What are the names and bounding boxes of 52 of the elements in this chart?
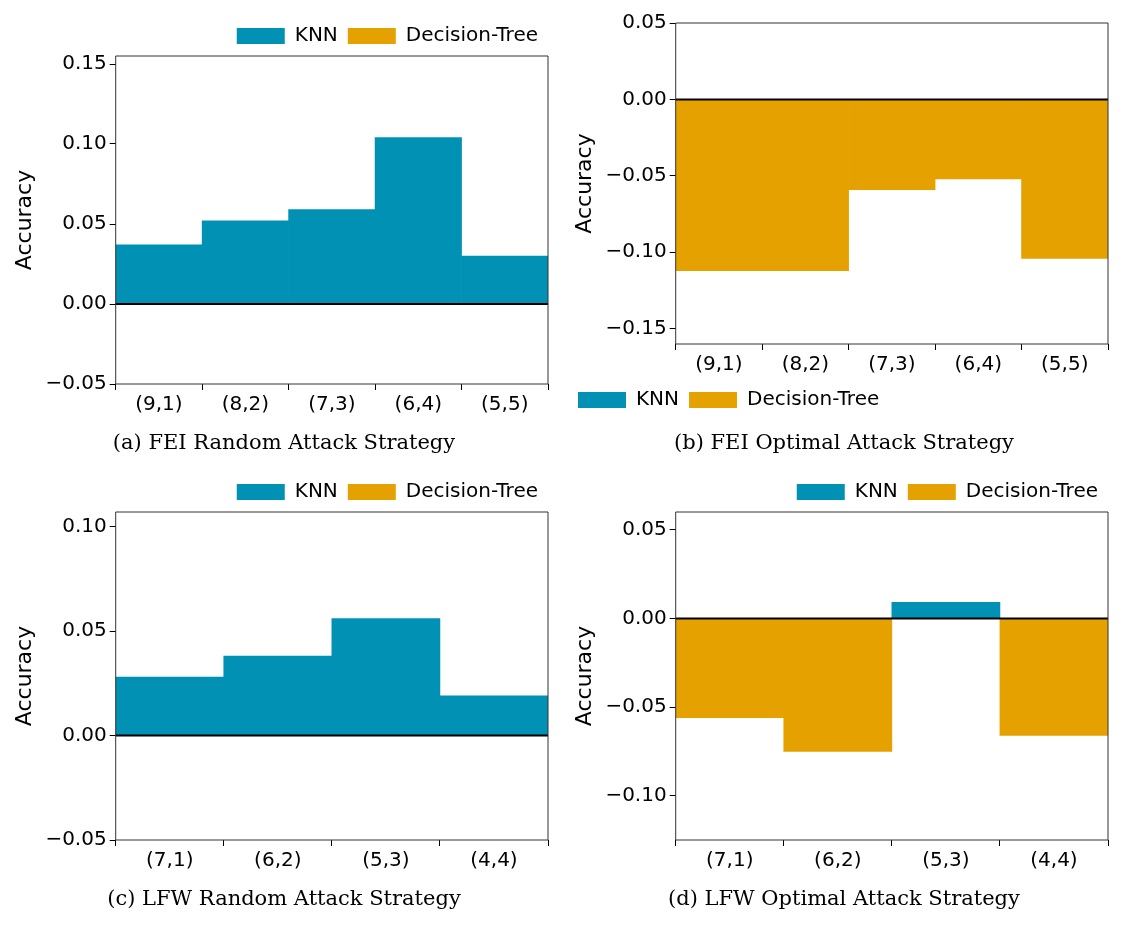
x-tick-label: (8,2)	[781, 351, 830, 376]
x-tick-label: (5,5)	[481, 391, 529, 416]
legend-label: Decision-Tree	[747, 386, 880, 411]
y-tick-label: −0.05	[45, 826, 107, 851]
y-tick-label: 0.10	[62, 512, 107, 537]
y-axis-title: Accuracy	[10, 169, 36, 271]
x-tick-label: (7,3)	[308, 391, 356, 416]
text: (d) LFW Optimal Attack Strategy	[668, 886, 1020, 912]
y-tick-label: 0.00	[622, 604, 667, 629]
y-axis-title: Accuracy	[570, 133, 596, 234]
y-tick-label: −0.10	[605, 238, 667, 263]
y-axis-title: Accuracy	[10, 625, 36, 727]
y-tick-label: 0.00	[622, 85, 667, 110]
x-tick-label: (6,2)	[814, 847, 862, 872]
x-tick-label: (9,1)	[135, 391, 183, 416]
x-tick-label: (5,5)	[1041, 351, 1089, 376]
x-tick-label: (6,4)	[394, 391, 443, 416]
text: (a) FEI Random Attack Strategy	[112, 430, 456, 456]
x-tick-label: (5,3)	[362, 847, 410, 872]
y-tick-label: 0.15	[62, 50, 107, 75]
x-tick-label: (7,3)	[868, 351, 916, 376]
legend-label: Decision-Tree	[405, 478, 539, 503]
y-tick-label: −0.15	[605, 314, 667, 339]
x-tick-label: (6,4)	[954, 351, 1003, 376]
x-tick-label: (4,4)	[1030, 847, 1078, 872]
y-axis-title: Accuracy	[570, 625, 596, 727]
y-tick-label: 0.10	[62, 130, 107, 155]
y-tick-label: −0.05	[605, 162, 667, 187]
legend-label: KNN	[294, 478, 338, 503]
legend-label: KNN	[294, 22, 338, 47]
y-tick-label: 0.00	[62, 290, 107, 315]
y-tick-label: −0.05	[605, 693, 667, 718]
legend-label: KNN	[636, 386, 680, 411]
text: (c) LFW Random Attack Strategy	[107, 886, 461, 912]
x-tick-label: (9,1)	[695, 351, 743, 376]
legend-label: KNN	[854, 478, 898, 503]
x-tick-label: (7,1)	[146, 847, 194, 872]
legend-label: Decision-Tree	[965, 478, 1099, 503]
legend-label: Decision-Tree	[405, 22, 539, 47]
x-tick-label: (4,4)	[470, 847, 518, 872]
y-tick-label: 0.05	[62, 617, 107, 642]
y-tick-label: −0.05	[45, 370, 107, 395]
y-tick-label: 0.00	[62, 721, 107, 746]
text: (b) FEI Optimal Attack Strategy	[674, 430, 1014, 456]
y-tick-label: 0.05	[62, 210, 107, 235]
x-tick-label: (8,2)	[221, 391, 270, 416]
x-tick-label: (5,3)	[922, 847, 970, 872]
y-tick-label: −0.10	[605, 781, 667, 806]
x-tick-label: (6,2)	[254, 847, 302, 872]
x-tick-label: (7,1)	[706, 847, 754, 872]
y-tick-label: 0.05	[622, 9, 667, 34]
y-tick-label: 0.05	[622, 515, 667, 540]
